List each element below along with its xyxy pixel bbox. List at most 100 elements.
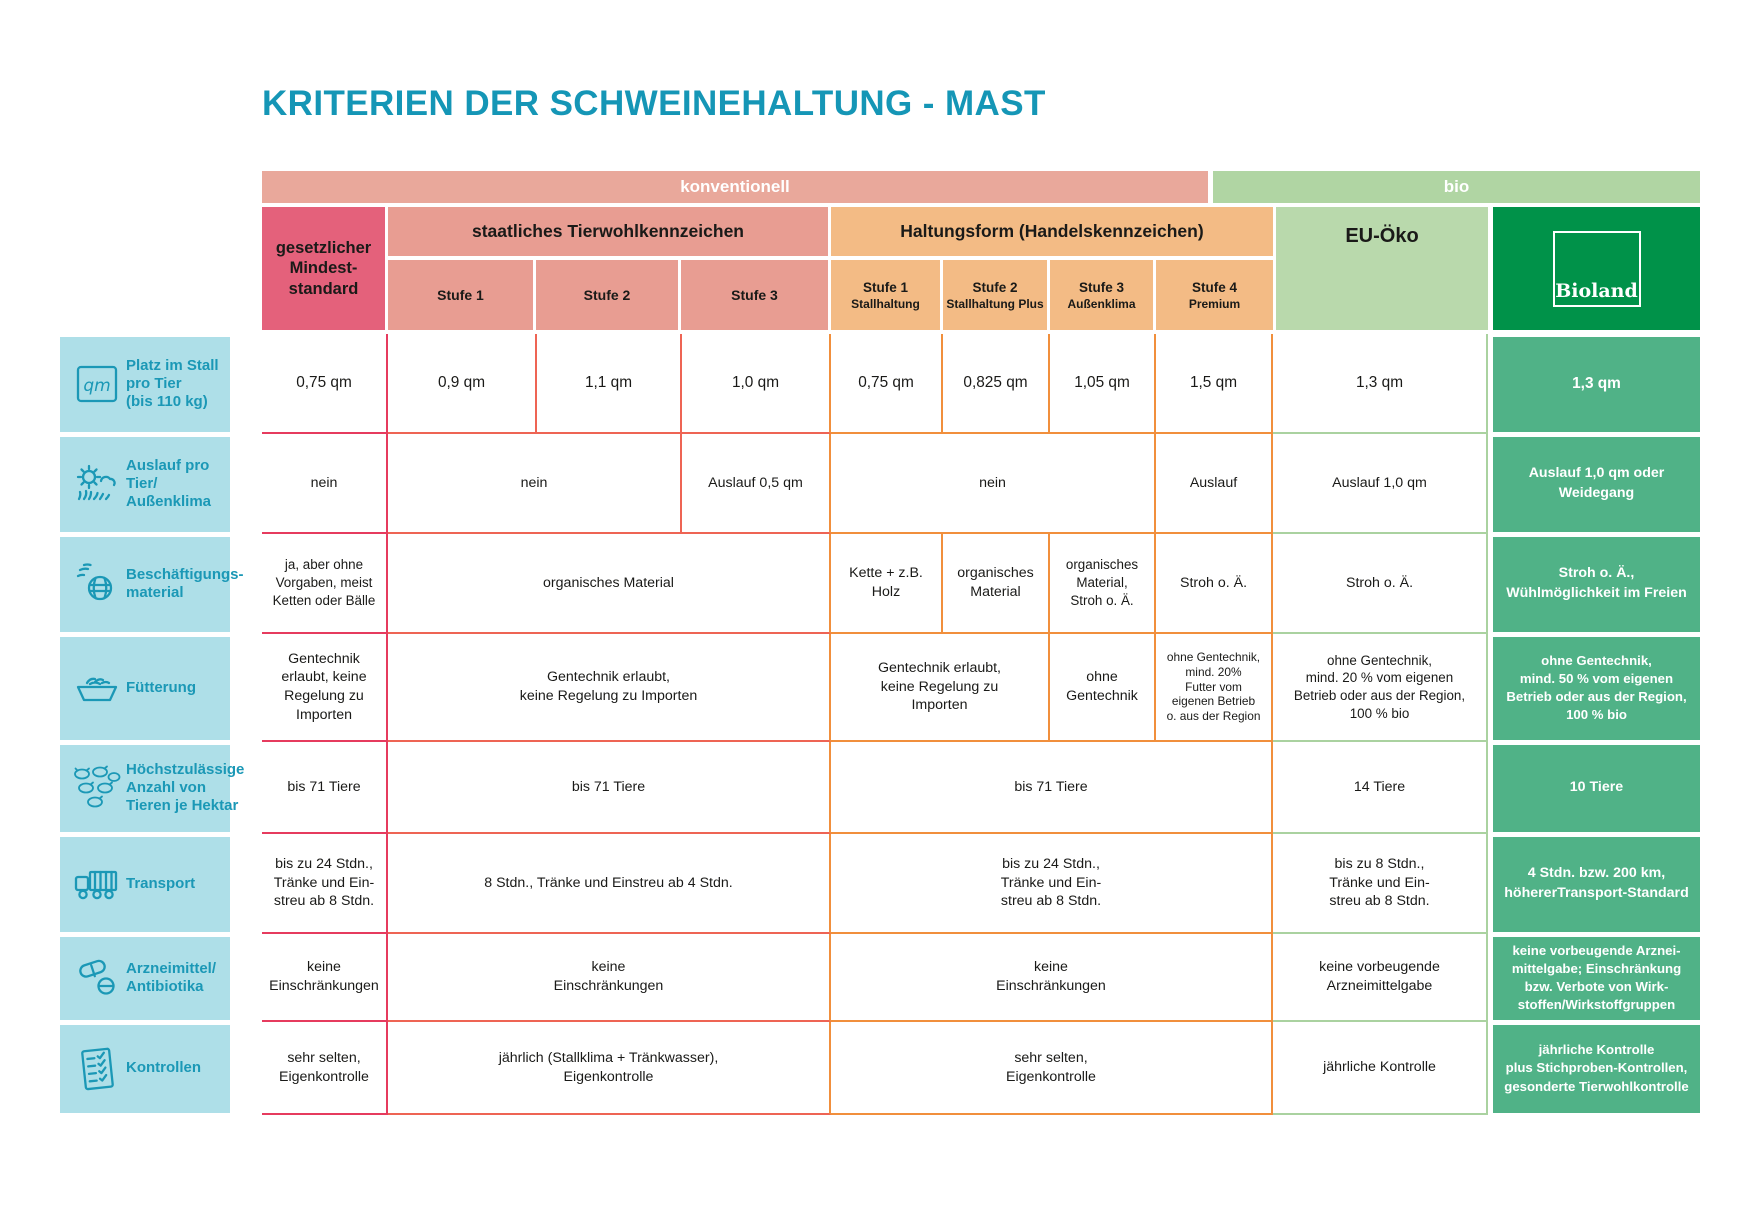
truck-icon: [68, 860, 126, 908]
row-label: Platz im Stall pro Tier (bis 110 kg): [126, 356, 219, 411]
row-label: Arzneimittel/ Antibiotika: [126, 959, 217, 995]
header-haltungsform-stufe-2: Stufe 2 Stallhaltung Plus: [943, 260, 1047, 330]
cell-platz-tw-stufe2: 1,1 qm: [537, 334, 682, 434]
cell-fuetterung-hf-stufe1-2: Gentechnik erlaubt, keine Regelung zu Im…: [831, 634, 1050, 742]
bioland-value: jährliche Kontrolle plus Stichproben-Kon…: [1493, 1024, 1700, 1113]
header-haltungsform: Haltungsform (Handelskennzeichen): [831, 207, 1273, 256]
bioland-value: Auslauf 1,0 qm oder Weidegang: [1493, 436, 1700, 532]
category-bands: konventionell bio: [262, 171, 1700, 203]
header-group-tierwohlkennzeichen: staatliches Tierwohlkennzeichen Stufe 1 …: [388, 207, 828, 330]
cell-fuetterung-hf-stufe4: ohne Gentechnik, mind. 20% Futter vom ei…: [1156, 634, 1273, 742]
header-haltungsform-stufe-4: Stufe 4 Premium: [1156, 260, 1273, 330]
row-platz-im-stall: qm Platz im Stall pro Tier (bis 110 kg) …: [60, 334, 1700, 434]
header-gesetzlicher-mindeststandard: gesetzlicher Mindest- standard: [262, 207, 385, 330]
row-tiere-je-hektar: Höchstzulässige Anzahl von Tieren je Hek…: [60, 742, 1700, 834]
header-tierwohl-stufe-3: Stufe 3: [681, 260, 828, 330]
cell-beschaeftigung-hf-stufe3: organisches Material, Stroh o. Ä.: [1050, 534, 1156, 634]
cell-platz-bioland: 1,3 qm: [1493, 334, 1700, 434]
cell-beschaeftigung-hf-stufe4: Stroh o. Ä.: [1156, 534, 1273, 634]
medicine-pills-icon: [68, 954, 126, 1002]
cell-platz-hf-stufe4: 1,5 qm: [1156, 334, 1273, 434]
outdoor-sun-icon: [68, 460, 126, 508]
cell-beschaeftigung-bioland: Stroh o. Ä., Wühlmöglichkeit im Freien: [1493, 534, 1700, 634]
cell-fuetterung-tw-stufe1-3: Gentechnik erlaubt, keine Regelung zu Im…: [388, 634, 831, 742]
cell-kontrollen-tw-stufe1-3: jährlich (Stallklima + Tränkwasser), Eig…: [388, 1022, 831, 1115]
bioland-logo-text: Bioland: [1555, 279, 1638, 302]
row-transport: Transport bis zu 24 Stdn., Tränke und Ei…: [60, 834, 1700, 934]
tierwohl-stufen: Stufe 1 Stufe 2 Stufe 3: [388, 260, 828, 330]
row-beschaeftigungsmaterial: Beschäftigungs- material ja, aber ohne V…: [60, 534, 1700, 634]
row-auslauf: Auslauf pro Tier/ Außenklima nein nein A…: [60, 434, 1700, 534]
cell-platz-hf-stufe1: 0,75 qm: [831, 334, 943, 434]
cell-kontrollen-eu-oeko: jährliche Kontrolle: [1273, 1022, 1488, 1115]
cell-beschaeftigung-eu-oeko: Stroh o. Ä.: [1273, 534, 1488, 634]
row-arzneimittel: Arzneimittel/ Antibiotika keine Einschrä…: [60, 934, 1700, 1022]
cell-platz-hf-stufe2: 0,825 qm: [943, 334, 1050, 434]
criteria-table: qm Platz im Stall pro Tier (bis 110 kg) …: [60, 334, 1700, 1115]
cell-arznei-mindeststandard: keine Einschränkungen: [262, 934, 388, 1022]
row-header-beschaeftigung: Beschäftigungs- material: [60, 536, 244, 632]
row-header-arzneimittel: Arzneimittel/ Antibiotika: [60, 936, 230, 1020]
cell-beschaeftigung-mindeststandard: ja, aber ohne Vorgaben, meist Ketten ode…: [262, 534, 388, 634]
cell-transport-hf-stufe1-4: bis zu 24 Stdn., Tränke und Ein- streu a…: [831, 834, 1273, 934]
cell-fuetterung-mindeststandard: Gentechnik erlaubt, keine Regelung zu Im…: [262, 634, 388, 742]
header-eu-oeko: EU-Öko: [1276, 207, 1488, 330]
stufe-label: Stufe 4: [1191, 279, 1237, 295]
cell-fuetterung-eu-oeko: ohne Gentechnik, mind. 20 % vom eigenen …: [1273, 634, 1488, 742]
stufe-name: Stallhaltung Plus: [946, 296, 1044, 311]
row-label: Transport: [126, 874, 196, 892]
feed-trough-icon: [68, 664, 126, 712]
header-tierwohl-stufe-2: Stufe 2: [536, 260, 679, 330]
cell-platz-tw-stufe1: 0,9 qm: [388, 334, 537, 434]
cell-platz-mindeststandard: 0,75 qm: [262, 334, 388, 434]
row-label: Höchstzulässige Anzahl von Tieren je Hek…: [126, 760, 245, 815]
cell-beschaeftigung-tw-stufe1-3: organisches Material: [388, 534, 831, 634]
cell-arznei-hf-stufe1-4: keine Einschränkungen: [831, 934, 1273, 1022]
haltungsform-stufen: Stufe 1 Stallhaltung Stufe 2 Stallhaltun…: [831, 260, 1273, 330]
header-group-haltungsform: Haltungsform (Handelskennzeichen) Stufe …: [831, 207, 1273, 330]
row-label: Auslauf pro Tier/ Außenklima: [126, 456, 212, 511]
cell-fuetterung-bioland: ohne Gentechnik, mind. 50 % vom eigenen …: [1493, 634, 1700, 742]
column-headers: gesetzlicher Mindest- standard staatlich…: [262, 207, 1700, 330]
row-header-transport: Transport: [60, 836, 230, 932]
band-bio: bio: [1213, 171, 1700, 203]
area-qm-icon: qm: [68, 360, 126, 408]
header-staatliches-tierwohlkennzeichen: staatliches Tierwohlkennzeichen: [388, 207, 828, 256]
cell-platz-tw-stufe3: 1,0 qm: [682, 334, 831, 434]
cell-fuetterung-hf-stufe3: ohne Gentechnik: [1050, 634, 1156, 742]
bioland-value: ohne Gentechnik, mind. 50 % vom eigenen …: [1493, 636, 1700, 740]
cell-beschaeftigung-hf-stufe2: organisches Material: [943, 534, 1050, 634]
row-header-auslauf: Auslauf pro Tier/ Außenklima: [60, 436, 230, 532]
cell-hektar-hf-stufe1-4: bis 71 Tiere: [831, 742, 1273, 834]
play-ball-icon: [68, 560, 126, 608]
checklist-icon: [68, 1045, 126, 1093]
page-title: KRITERIEN DER SCHWEINEHALTUNG - MAST: [262, 84, 1046, 123]
cell-arznei-tw-stufe1-3: keine Einschränkungen: [388, 934, 831, 1022]
row-kontrollen: Kontrollen sehr selten, Eigenkontrolle j…: [60, 1022, 1700, 1115]
cell-transport-mindeststandard: bis zu 24 Stdn., Tränke und Ein- streu a…: [262, 834, 388, 934]
bioland-value: 10 Tiere: [1493, 744, 1700, 832]
cell-hektar-tw-stufe1-3: bis 71 Tiere: [388, 742, 831, 834]
cell-hektar-eu-oeko: 14 Tiere: [1273, 742, 1488, 834]
cell-kontrollen-bioland: jährliche Kontrolle plus Stichproben-Kon…: [1493, 1022, 1700, 1115]
band-konventionell: konventionell: [262, 171, 1208, 203]
cell-transport-tw-stufe1-3: 8 Stdn., Tränke und Einstreu ab 4 Stdn.: [388, 834, 831, 934]
cell-arznei-eu-oeko: keine vorbeugende Arzneimittelgabe: [1273, 934, 1488, 1022]
header-haltungsform-stufe-3: Stufe 3 Außenklima: [1050, 260, 1153, 330]
stufe-label: Stufe 3: [1078, 279, 1124, 295]
stufe-name: Premium: [1188, 296, 1241, 311]
header-tierwohl-stufe-1: Stufe 1: [388, 260, 533, 330]
cell-kontrollen-hf-stufe1-4: sehr selten, Eigenkontrolle: [831, 1022, 1273, 1115]
cell-auslauf-hf-stufe1-3: nein: [831, 434, 1156, 534]
cell-hektar-bioland: 10 Tiere: [1493, 742, 1700, 834]
cell-hektar-mindeststandard: bis 71 Tiere: [262, 742, 388, 834]
stufe-label: Stufe 1: [862, 279, 908, 295]
row-header-hektar: Höchstzulässige Anzahl von Tieren je Hek…: [60, 744, 244, 832]
row-header-platz: qm Platz im Stall pro Tier (bis 110 kg): [60, 336, 230, 432]
row-fuetterung: Fütterung Gentechnik erlaubt, keine Rege…: [60, 634, 1700, 742]
bioland-logo: Bioland: [1552, 230, 1641, 307]
cell-auslauf-bioland: Auslauf 1,0 qm oder Weidegang: [1493, 434, 1700, 534]
cell-auslauf-hf-stufe4: Auslauf: [1156, 434, 1273, 534]
row-label: Beschäftigungs- material: [126, 565, 244, 601]
pig-herd-icon: [68, 764, 126, 812]
